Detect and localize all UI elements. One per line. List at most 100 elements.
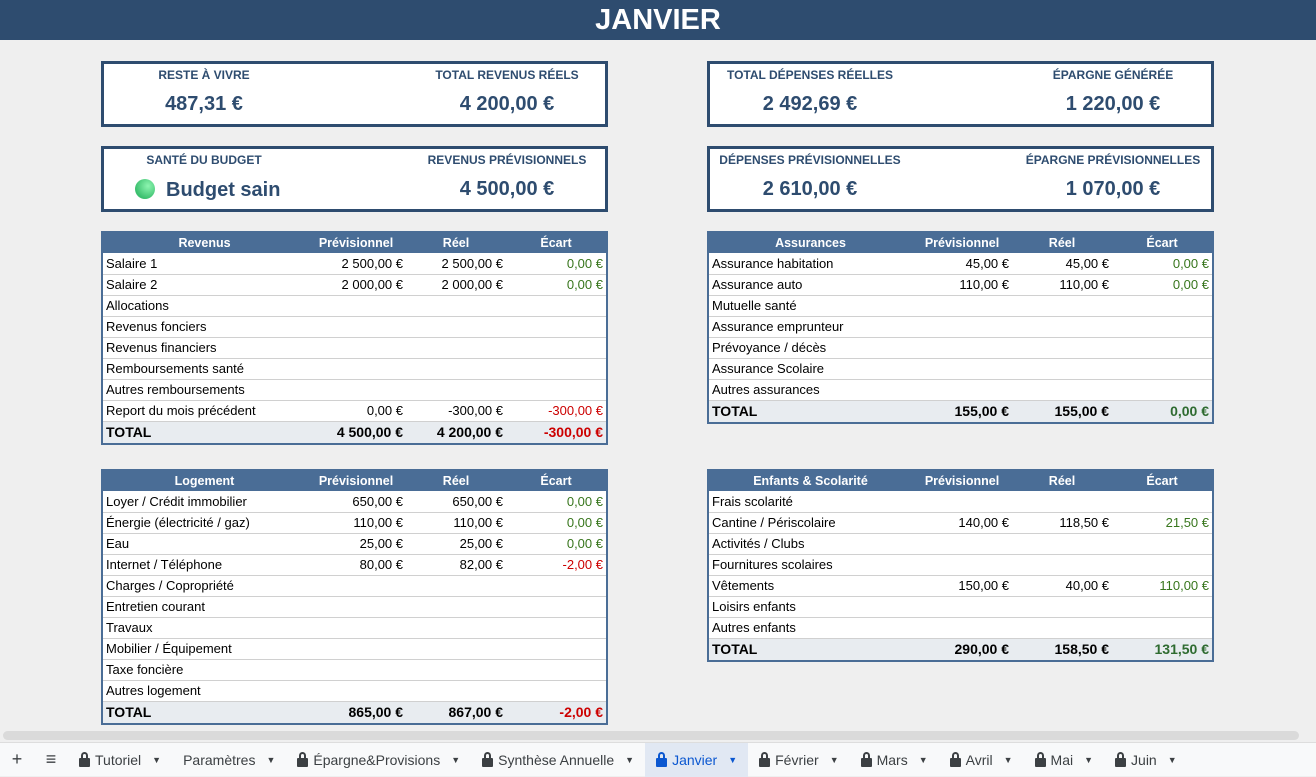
row-label[interactable]: Autres assurances: [708, 379, 912, 401]
reel-cell[interactable]: [406, 659, 506, 681]
reel-cell[interactable]: [406, 316, 506, 338]
previsionnel-cell[interactable]: [912, 554, 1012, 576]
ecart-cell[interactable]: [506, 316, 607, 338]
ecart-cell[interactable]: -2,00 €: [506, 701, 607, 724]
ecart-cell[interactable]: [506, 659, 607, 681]
reel-cell[interactable]: [406, 295, 506, 317]
reel-cell[interactable]: [406, 337, 506, 359]
reel-cell[interactable]: 45,00 €: [1012, 253, 1112, 275]
row-label[interactable]: TOTAL: [708, 400, 912, 423]
previsionnel-cell[interactable]: [306, 316, 406, 338]
row-label[interactable]: Fournitures scolaires: [708, 554, 912, 576]
row-label[interactable]: Mobilier / Équipement: [102, 638, 306, 660]
ecart-cell[interactable]: [1112, 358, 1213, 380]
reel-cell[interactable]: [406, 680, 506, 702]
reel-cell[interactable]: [1012, 379, 1112, 401]
row-label[interactable]: TOTAL: [102, 421, 306, 444]
ecart-cell[interactable]: 0,00 €: [1112, 274, 1213, 296]
previsionnel-cell[interactable]: [912, 617, 1012, 639]
row-label[interactable]: Loyer / Crédit immobilier: [102, 491, 306, 513]
ecart-cell[interactable]: 131,50 €: [1112, 638, 1213, 661]
ecart-cell[interactable]: 0,00 €: [506, 533, 607, 555]
ecart-cell[interactable]: 0,00 €: [1112, 400, 1213, 423]
row-label[interactable]: Revenus fonciers: [102, 316, 306, 338]
previsionnel-cell[interactable]: 80,00 €: [306, 554, 406, 576]
ecart-cell[interactable]: [1112, 533, 1213, 555]
reel-cell[interactable]: 2 000,00 €: [406, 274, 506, 296]
previsionnel-cell[interactable]: [912, 596, 1012, 618]
reel-cell[interactable]: 2 500,00 €: [406, 253, 506, 275]
reel-cell[interactable]: [1012, 554, 1112, 576]
previsionnel-cell[interactable]: 2 500,00 €: [306, 253, 406, 275]
ecart-cell[interactable]: [506, 680, 607, 702]
reel-cell[interactable]: 4 200,00 €: [406, 421, 506, 444]
ecart-cell[interactable]: [506, 358, 607, 380]
row-label[interactable]: Loisirs enfants: [708, 596, 912, 618]
ecart-cell[interactable]: 0,00 €: [1112, 253, 1213, 275]
previsionnel-cell[interactable]: 4 500,00 €: [306, 421, 406, 444]
row-label[interactable]: Report du mois précédent: [102, 400, 306, 422]
ecart-cell[interactable]: [506, 596, 607, 618]
sheet-tab--pargne-provisions[interactable]: Épargne&Provisions ▼: [286, 743, 471, 777]
chevron-down-icon[interactable]: ▼: [1003, 754, 1013, 765]
ecart-cell[interactable]: -300,00 €: [506, 400, 607, 422]
horizontal-scrollbar[interactable]: [3, 731, 1299, 740]
ecart-cell[interactable]: [1112, 379, 1213, 401]
row-label[interactable]: Autres logement: [102, 680, 306, 702]
sheet-tab-mars[interactable]: Mars ▼: [850, 743, 939, 777]
sheet-tab-janvier[interactable]: Janvier ▼: [645, 742, 749, 777]
previsionnel-cell[interactable]: [306, 295, 406, 317]
previsionnel-cell[interactable]: [912, 379, 1012, 401]
previsionnel-cell[interactable]: 2 000,00 €: [306, 274, 406, 296]
chevron-down-icon[interactable]: ▼: [266, 754, 276, 765]
previsionnel-cell[interactable]: 25,00 €: [306, 533, 406, 555]
reel-cell[interactable]: [1012, 295, 1112, 317]
previsionnel-cell[interactable]: [306, 680, 406, 702]
row-label[interactable]: Frais scolarité: [708, 491, 912, 513]
previsionnel-cell[interactable]: 140,00 €: [912, 512, 1012, 534]
reel-cell[interactable]: 82,00 €: [406, 554, 506, 576]
previsionnel-cell[interactable]: [912, 316, 1012, 338]
previsionnel-cell[interactable]: 865,00 €: [306, 701, 406, 724]
ecart-cell[interactable]: 0,00 €: [506, 253, 607, 275]
reel-cell[interactable]: [1012, 491, 1112, 513]
chevron-down-icon[interactable]: ▼: [1084, 754, 1094, 765]
ecart-cell[interactable]: [506, 337, 607, 359]
row-label[interactable]: Cantine / Périscolaire: [708, 512, 912, 534]
previsionnel-cell[interactable]: 0,00 €: [306, 400, 406, 422]
previsionnel-cell[interactable]: [306, 379, 406, 401]
previsionnel-cell[interactable]: [912, 337, 1012, 359]
ecart-cell[interactable]: [506, 379, 607, 401]
reel-cell[interactable]: 25,00 €: [406, 533, 506, 555]
row-label[interactable]: Internet / Téléphone: [102, 554, 306, 576]
reel-cell[interactable]: [406, 379, 506, 401]
previsionnel-cell[interactable]: 110,00 €: [306, 512, 406, 534]
row-label[interactable]: Mutuelle santé: [708, 295, 912, 317]
reel-cell[interactable]: -300,00 €: [406, 400, 506, 422]
previsionnel-cell[interactable]: [912, 358, 1012, 380]
reel-cell[interactable]: [406, 638, 506, 660]
sheet-tab-f-vrier[interactable]: Février ▼: [748, 743, 849, 777]
row-label[interactable]: Salaire 2: [102, 274, 306, 296]
ecart-cell[interactable]: 110,00 €: [1112, 575, 1213, 597]
previsionnel-cell[interactable]: 45,00 €: [912, 253, 1012, 275]
chevron-down-icon[interactable]: ▼: [829, 754, 839, 765]
row-label[interactable]: Assurance Scolaire: [708, 358, 912, 380]
row-label[interactable]: Prévoyance / décès: [708, 337, 912, 359]
row-label[interactable]: Assurance emprunteur: [708, 316, 912, 338]
row-label[interactable]: TOTAL: [708, 638, 912, 661]
sheet-tab-tutoriel[interactable]: Tutoriel ▼: [68, 743, 172, 777]
ecart-cell[interactable]: [1112, 316, 1213, 338]
ecart-cell[interactable]: [506, 638, 607, 660]
all-sheets-button[interactable]: ≡: [45, 749, 57, 769]
reel-cell[interactable]: 155,00 €: [1012, 400, 1112, 423]
sheet-tab-avril[interactable]: Avril ▼: [939, 743, 1024, 777]
previsionnel-cell[interactable]: [912, 533, 1012, 555]
sheet-tab-mai[interactable]: Mai ▼: [1024, 743, 1104, 777]
previsionnel-cell[interactable]: [306, 358, 406, 380]
ecart-cell[interactable]: [1112, 491, 1213, 513]
ecart-cell[interactable]: -300,00 €: [506, 421, 607, 444]
row-label[interactable]: Énergie (électricité / gaz): [102, 512, 306, 534]
row-label[interactable]: Revenus financiers: [102, 337, 306, 359]
chevron-down-icon[interactable]: ▼: [451, 754, 461, 765]
